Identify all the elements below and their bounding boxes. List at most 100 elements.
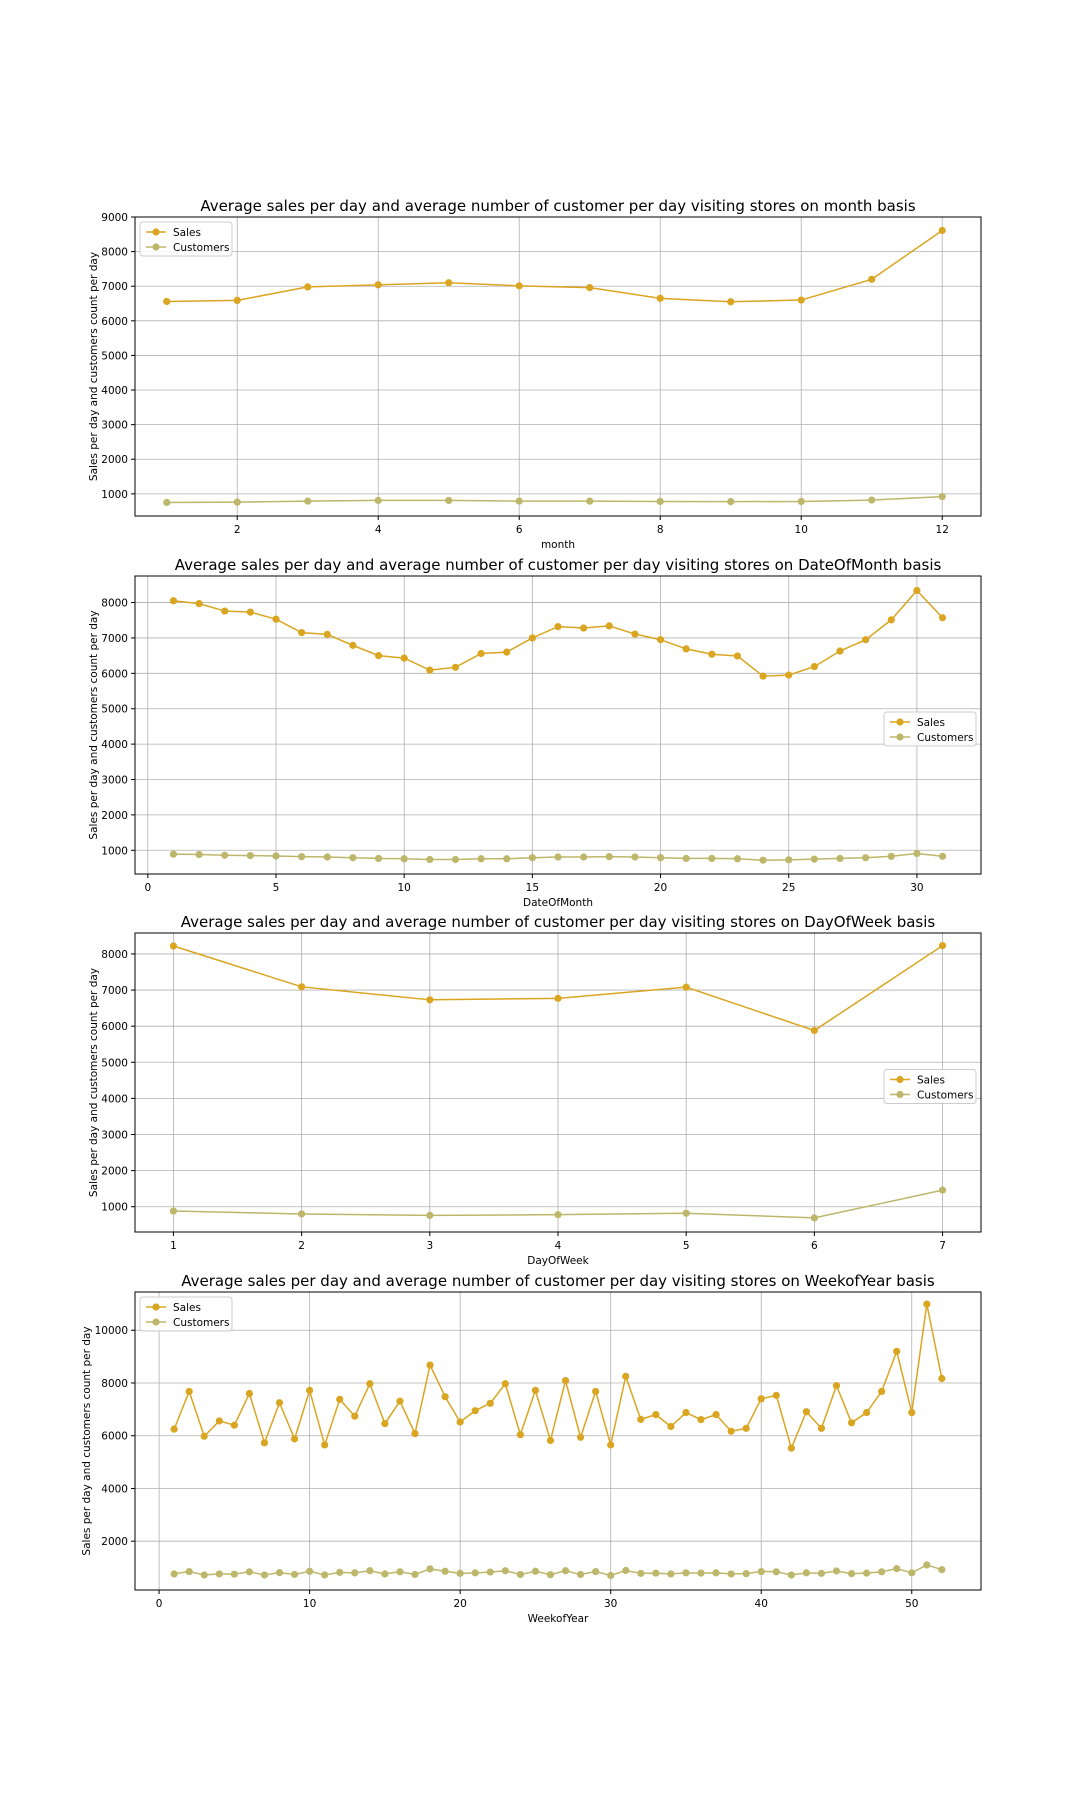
data-point-sales <box>426 996 434 1004</box>
data-point-sales <box>742 1424 750 1432</box>
data-point-customers <box>546 1571 555 1579</box>
data-point-customers <box>400 855 408 863</box>
data-point-sales <box>230 1421 238 1429</box>
data-point-customers <box>682 1569 690 1577</box>
data-point-sales <box>351 1412 359 1420</box>
data-point-sales <box>797 296 805 304</box>
y-tick-label: 5000 <box>101 1057 128 1069</box>
y-axis-label: Sales per day and customers count per da… <box>81 1326 93 1555</box>
y-tick-label: 6000 <box>101 1021 128 1033</box>
data-point-customers <box>486 1568 494 1576</box>
series-line-sales <box>173 589 944 677</box>
data-point-sales <box>605 622 613 630</box>
legend-swatch-marker <box>896 1075 904 1084</box>
data-point-customers <box>708 854 716 863</box>
y-tick-label: 1000 <box>101 845 128 857</box>
data-point-customers <box>832 1567 841 1575</box>
data-point-customers <box>298 1210 306 1218</box>
data-point-sales <box>836 647 844 655</box>
x-tick-label: 12 <box>936 524 949 536</box>
legend-label: Sales <box>173 1302 201 1314</box>
legend-label: Sales <box>917 1075 945 1087</box>
data-point-customers <box>195 850 203 859</box>
data-point-customers <box>396 1568 404 1576</box>
data-point-sales <box>708 650 716 658</box>
data-point-customers <box>682 854 690 863</box>
data-point-customers <box>275 1568 284 1577</box>
y-tick-label: 4000 <box>101 385 128 397</box>
data-point-customers <box>185 1567 193 1576</box>
legend: Sales Customers <box>883 711 977 747</box>
x-tick-label: 10 <box>397 882 410 894</box>
data-point-sales <box>400 654 408 662</box>
data-point-customers <box>631 853 639 861</box>
data-point-customers <box>163 498 171 507</box>
chart-title: Average sales per day and average number… <box>200 197 916 215</box>
y-tick-label: 4000 <box>101 1483 128 1495</box>
data-point-sales <box>260 1439 269 1447</box>
y-axis-label: Sales per day and customers count per da… <box>88 252 100 481</box>
data-point-sales <box>868 275 876 283</box>
data-point-customers <box>667 1570 675 1578</box>
data-point-sales <box>456 1418 464 1426</box>
x-tick-label: 25 <box>782 882 795 894</box>
data-point-sales <box>546 1436 555 1445</box>
y-tick-label: 6000 <box>101 316 128 328</box>
data-point-customers <box>471 1569 479 1577</box>
data-point-customers <box>785 856 793 864</box>
data-point-sales <box>290 1435 299 1443</box>
series-line-sales <box>166 229 943 303</box>
data-point-customers <box>637 1569 645 1577</box>
data-point-sales <box>607 1441 615 1449</box>
x-axis-label: month <box>541 539 575 551</box>
data-point-sales <box>652 1411 660 1419</box>
data-point-customers <box>817 1569 826 1577</box>
data-point-sales <box>580 624 588 632</box>
chart-3: 1 2 3 4 5 6 7 1000 2000 3000 4000 5000 6000 7000 8000 A… <box>88 913 982 1267</box>
data-point-customers <box>221 851 229 859</box>
x-tick-label: 0 <box>144 882 151 894</box>
series-line-customers <box>174 1564 943 1577</box>
x-tick-label: 3 <box>426 1240 433 1252</box>
series-line-customers <box>166 495 943 504</box>
data-point-sales <box>215 1417 223 1425</box>
data-point-sales <box>682 983 690 991</box>
data-point-customers <box>246 851 254 860</box>
data-point-customers <box>759 856 767 864</box>
y-tick-label: 9000 <box>101 212 128 224</box>
data-point-customers <box>366 1567 374 1575</box>
data-point-sales <box>501 1380 509 1388</box>
data-point-customers <box>868 496 876 504</box>
data-point-sales <box>471 1407 479 1415</box>
data-point-customers <box>169 1207 178 1215</box>
y-tick-label: 8000 <box>101 949 128 961</box>
y-tick-label: 2000 <box>101 1536 128 1548</box>
data-point-customers <box>605 853 613 861</box>
data-point-customers <box>426 855 434 864</box>
x-tick-label: 2 <box>298 1240 305 1252</box>
data-point-sales <box>245 1389 254 1398</box>
x-tick-label: 7 <box>939 1240 946 1252</box>
data-point-customers <box>554 853 562 861</box>
data-point-customers <box>727 1570 735 1578</box>
data-point-customers <box>586 497 594 505</box>
data-point-sales <box>772 1391 780 1399</box>
data-point-customers <box>349 854 357 862</box>
data-point-sales <box>862 1408 871 1417</box>
data-point-sales <box>887 616 895 624</box>
x-tick-label: 6 <box>516 524 523 536</box>
data-point-sales <box>304 283 312 291</box>
data-point-customers <box>374 854 383 863</box>
legend-label: Sales <box>173 227 201 239</box>
data-point-customers <box>757 1567 765 1576</box>
y-tick-label: 8000 <box>101 598 128 610</box>
x-tick-label: 50 <box>905 1598 918 1610</box>
y-tick-label: 6000 <box>101 1431 128 1443</box>
data-point-sales <box>163 297 171 306</box>
data-point-customers <box>887 852 895 860</box>
data-point-customers <box>272 852 280 860</box>
data-point-customers <box>561 1567 570 1575</box>
data-point-sales <box>938 1374 946 1383</box>
data-point-sales <box>272 615 280 623</box>
data-point-customers <box>351 1569 359 1577</box>
